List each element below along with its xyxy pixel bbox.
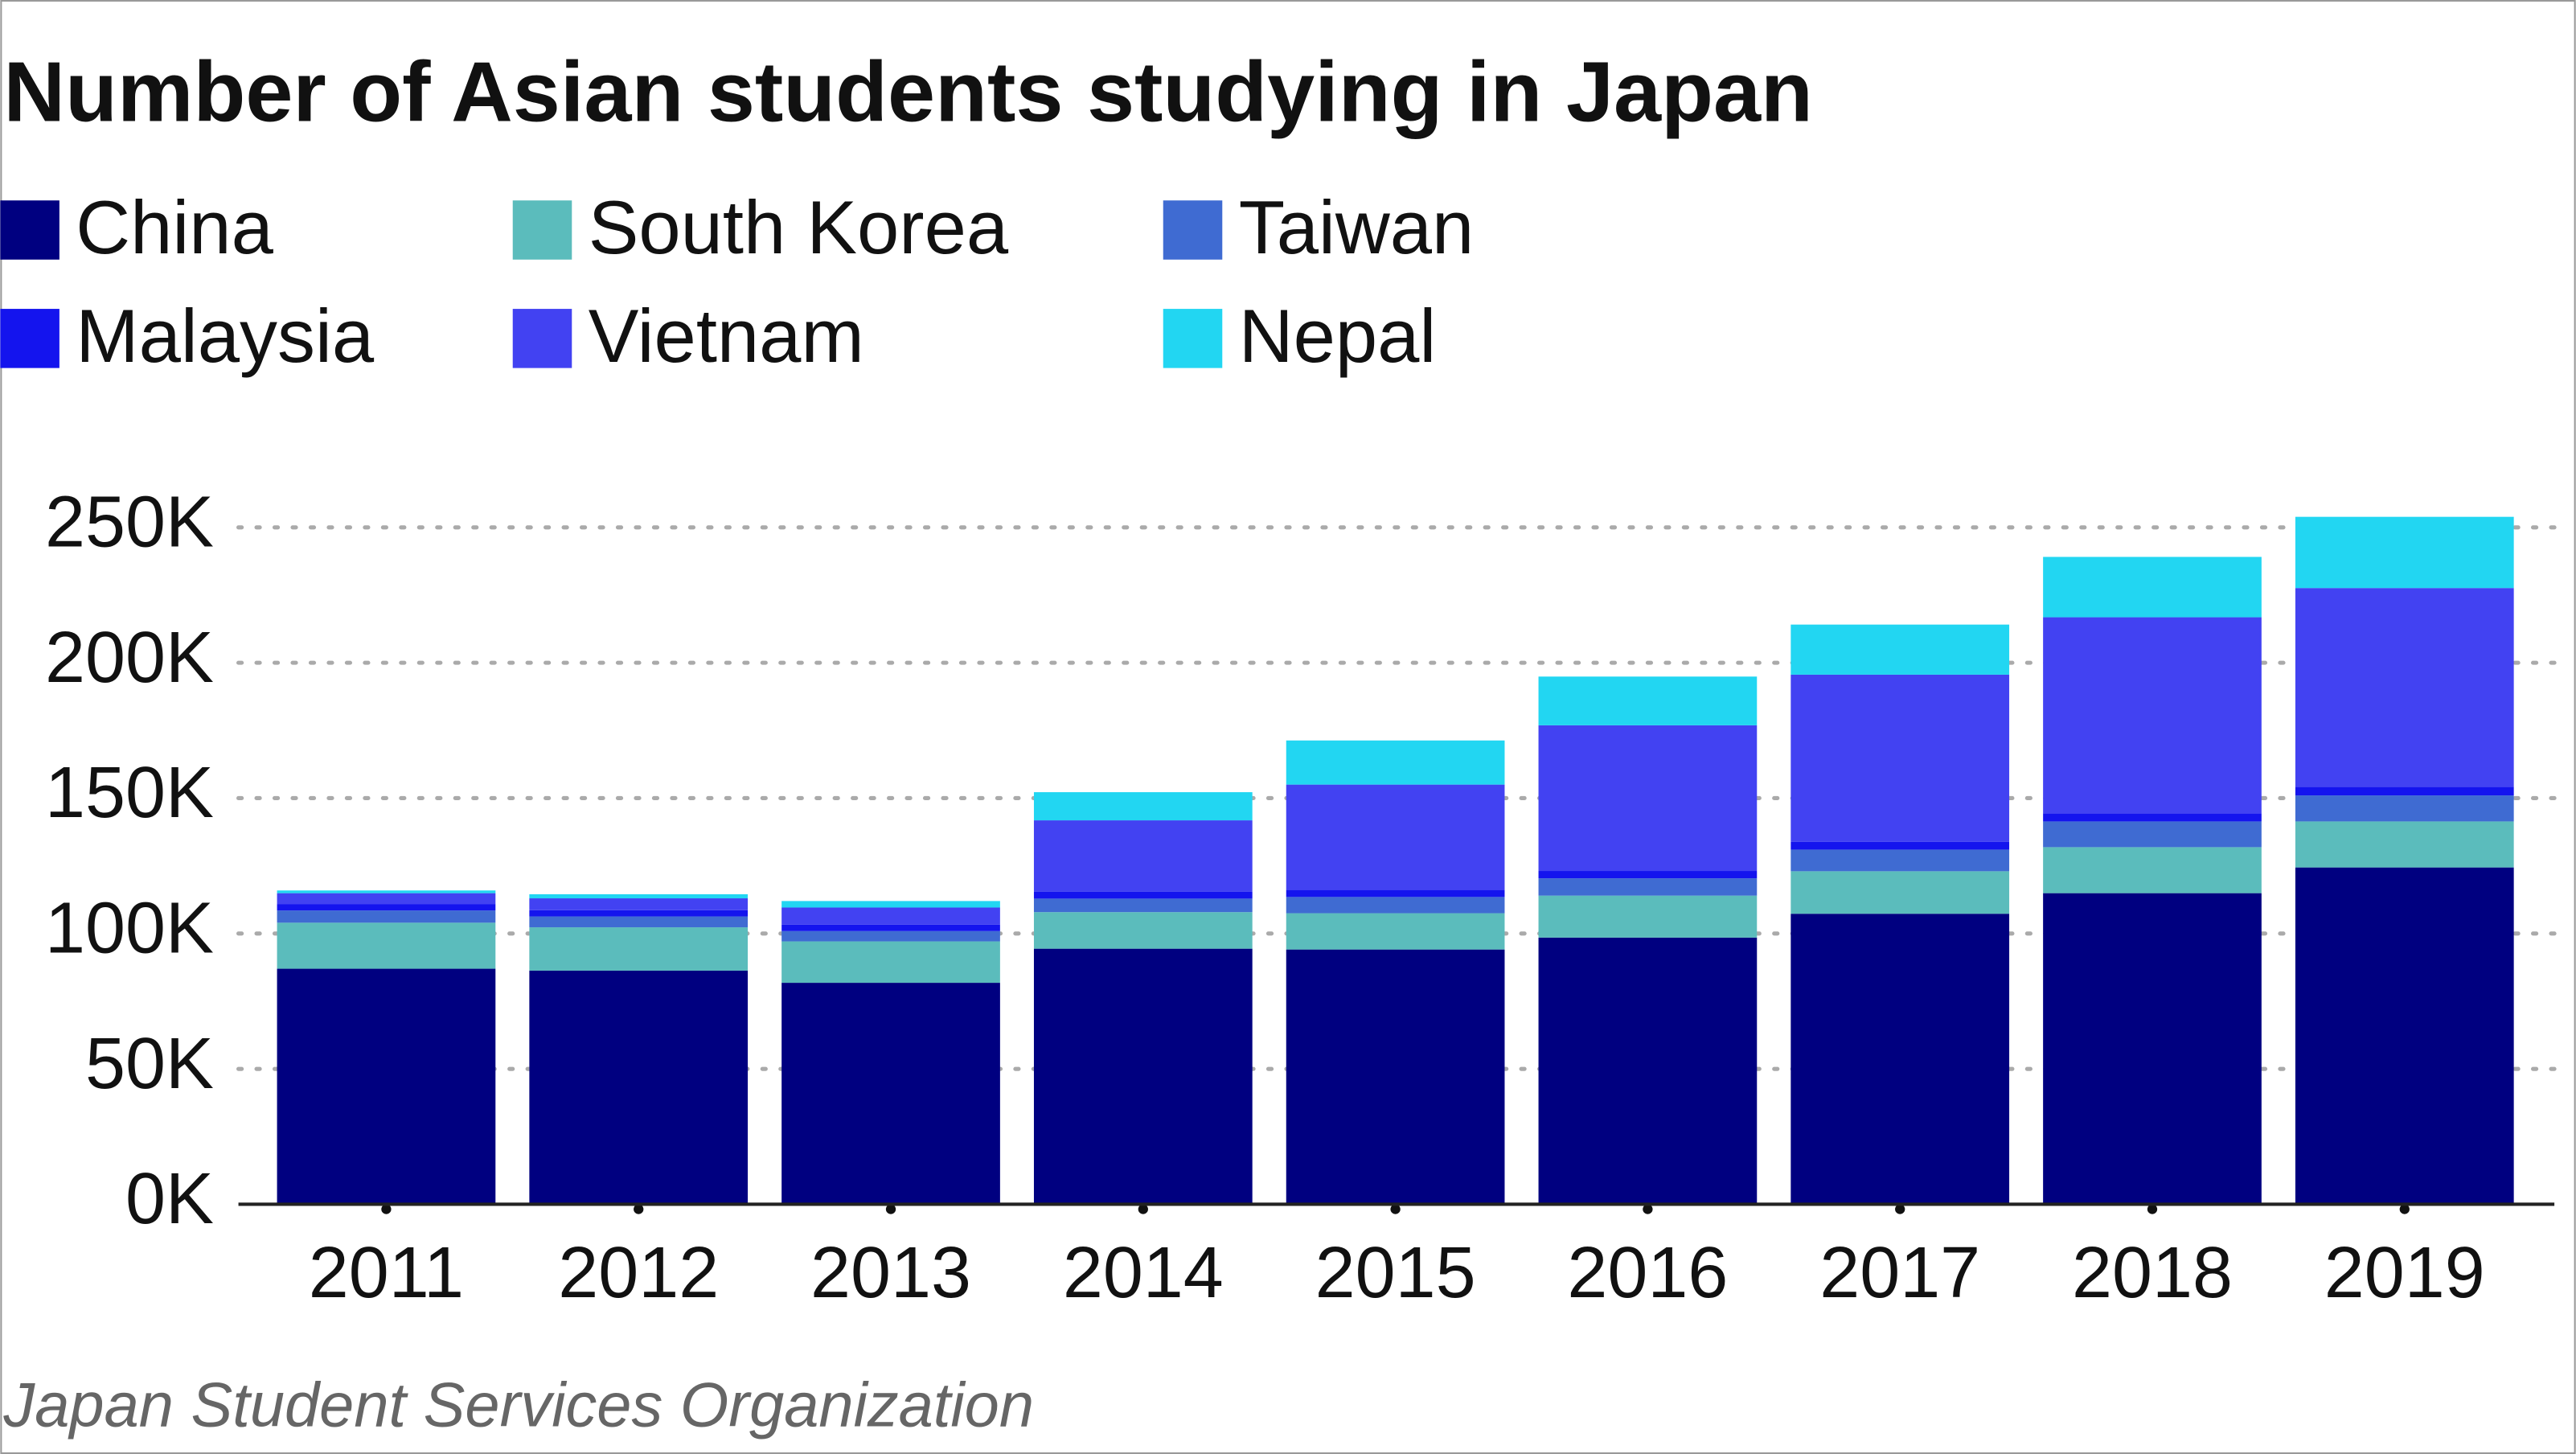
x-tick-label: 2017	[1819, 1233, 1980, 1313]
x-tick-mark	[381, 1204, 392, 1214]
bar-segment	[277, 893, 496, 905]
bar-segment	[1790, 914, 2010, 1205]
y-tick-label: 0K	[125, 1159, 214, 1239]
x-tick-label: 2014	[1063, 1233, 1224, 1313]
x-tick-label: 2015	[1315, 1233, 1476, 1313]
legend-label: China	[76, 185, 273, 269]
bar-segment	[529, 916, 749, 928]
bar-segment	[529, 898, 749, 910]
x-tick-label: 2019	[2324, 1233, 2485, 1313]
bar-segment	[1790, 849, 2010, 872]
bar-segment	[2043, 557, 2262, 618]
x-tick-mark	[2399, 1204, 2410, 1214]
bar-segment	[1033, 891, 1253, 899]
bar-segment	[1538, 871, 1758, 879]
legend-swatch	[1163, 309, 1223, 368]
bar-segment	[1286, 889, 1505, 897]
bar-segment	[1538, 676, 1758, 725]
x-tick-mark	[1643, 1204, 1653, 1214]
bar-segment	[1790, 674, 2010, 842]
legend-swatch	[0, 309, 59, 368]
x-tick-label: 2013	[810, 1233, 971, 1313]
y-tick-label: 250K	[45, 483, 214, 563]
legend-swatch	[512, 200, 572, 260]
bar-segment	[1033, 948, 1253, 1205]
bar-segment	[1286, 740, 1505, 785]
bar-segment	[2295, 867, 2514, 1205]
y-tick-label: 150K	[45, 753, 214, 833]
bar-segment	[277, 904, 496, 911]
bar-segment	[529, 970, 749, 1205]
bar-segment	[2043, 847, 2262, 893]
legend-label: South Korea	[589, 185, 1009, 269]
bar-segment	[2043, 893, 2262, 1205]
bar-segment	[2043, 813, 2262, 822]
bar-segment	[781, 907, 1000, 925]
bar-segment	[1538, 937, 1758, 1205]
legend-label: Taiwan	[1239, 185, 1475, 269]
bar-segment	[781, 941, 1000, 984]
bar-segment	[277, 922, 496, 969]
bar-segment	[1286, 913, 1505, 950]
bar-segment	[1286, 784, 1505, 890]
x-tick-mark	[885, 1204, 896, 1214]
bar-segment	[1033, 792, 1253, 821]
bar-segment	[2043, 821, 2262, 848]
x-tick-label: 2011	[309, 1233, 464, 1313]
bar-segment	[1033, 820, 1253, 892]
bar-segment	[2043, 617, 2262, 814]
bar-segment	[1538, 725, 1758, 872]
bar-segment	[1033, 912, 1253, 949]
legend-swatch	[1163, 200, 1223, 260]
bar-segment	[277, 890, 496, 893]
bar-segment	[277, 910, 496, 923]
x-tick-mark	[1138, 1204, 1148, 1214]
bar-segment	[529, 893, 749, 899]
bar-segment	[1286, 949, 1505, 1205]
chart-title: Number of Asian students studying in Jap…	[3, 44, 1813, 140]
legend-label: Malaysia	[76, 294, 375, 378]
source: Japan Student Services Organization	[2, 1370, 1034, 1440]
bar-segment	[1033, 898, 1253, 913]
x-tick-mark	[2147, 1204, 2158, 1214]
bar-segment	[1286, 897, 1505, 914]
bar-segment	[2295, 588, 2514, 787]
bar-segment	[781, 983, 1000, 1205]
bar-segment	[1790, 841, 2010, 850]
legend-label: Vietnam	[589, 294, 864, 378]
legend-swatch	[512, 309, 572, 368]
x-tick-mark	[1895, 1204, 1905, 1214]
bar-segment	[1538, 878, 1758, 896]
y-tick-label: 200K	[45, 618, 214, 698]
bar-segment	[781, 901, 1000, 908]
y-tick-label: 50K	[85, 1024, 214, 1104]
x-tick-mark	[634, 1204, 644, 1214]
legend-label: Nepal	[1239, 294, 1437, 378]
bar-segment	[1538, 895, 1758, 938]
bar-segment	[529, 910, 749, 917]
x-tick-label: 2012	[558, 1233, 719, 1313]
bar-segment	[529, 927, 749, 971]
bar-segment	[1790, 624, 2010, 675]
bar-segment	[2295, 821, 2514, 868]
bar-segment	[1790, 871, 2010, 914]
x-tick-mark	[1390, 1204, 1401, 1214]
x-tick-label: 2018	[2072, 1233, 2233, 1313]
bar-segment	[781, 924, 1000, 931]
bar-segment	[2295, 787, 2514, 796]
y-tick-label: 100K	[45, 889, 214, 969]
x-tick-label: 2016	[1567, 1233, 1728, 1313]
bar-segment	[277, 968, 496, 1205]
legend-swatch	[0, 200, 59, 260]
bar-segment	[2295, 516, 2514, 589]
bar-segment	[2295, 795, 2514, 822]
bar-segment	[781, 930, 1000, 942]
